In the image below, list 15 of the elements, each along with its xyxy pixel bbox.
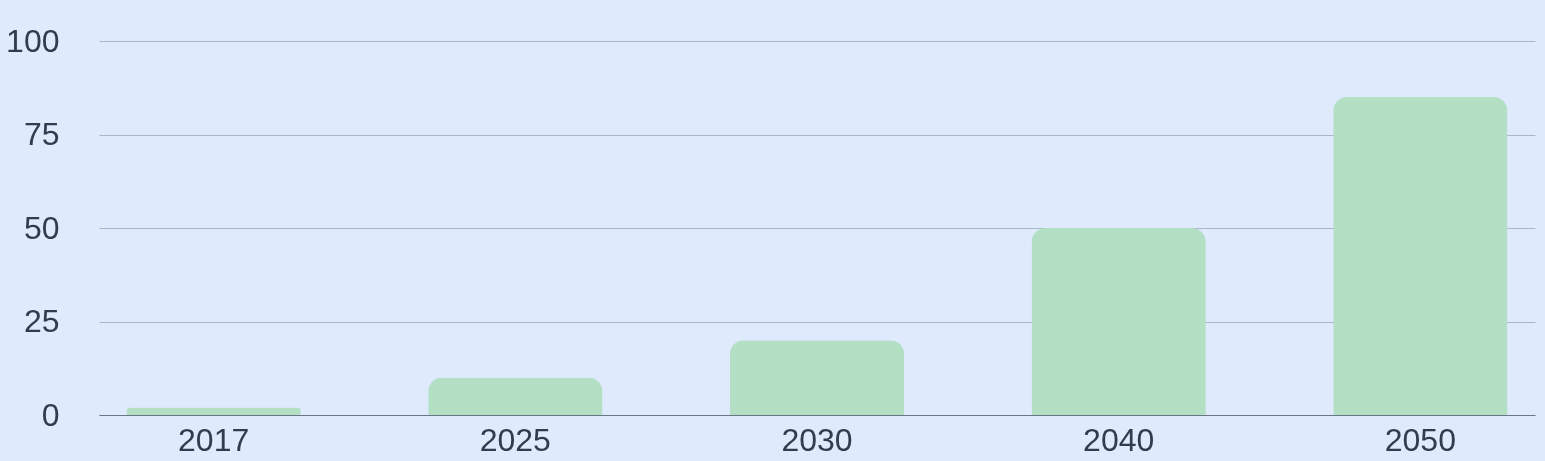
x-tick-label: 2025: [479, 421, 551, 458]
bar: [126, 407, 301, 415]
x-tick-label: 2030: [781, 421, 853, 458]
x-tick-label: 2050: [1384, 421, 1456, 458]
y-tick-label: 25: [23, 303, 60, 339]
x-tick-label: 2040: [1083, 421, 1155, 458]
x-tick-label: 2017: [178, 421, 250, 458]
bar: [729, 340, 905, 415]
y-tick-label: 0: [41, 396, 60, 433]
bar: [428, 377, 603, 415]
y-tick-label: 50: [23, 209, 60, 246]
bar: [1031, 228, 1206, 415]
bar: [1333, 97, 1508, 415]
y-tick-label: 100: [6, 22, 60, 59]
y-tick-label: 75: [23, 116, 60, 152]
